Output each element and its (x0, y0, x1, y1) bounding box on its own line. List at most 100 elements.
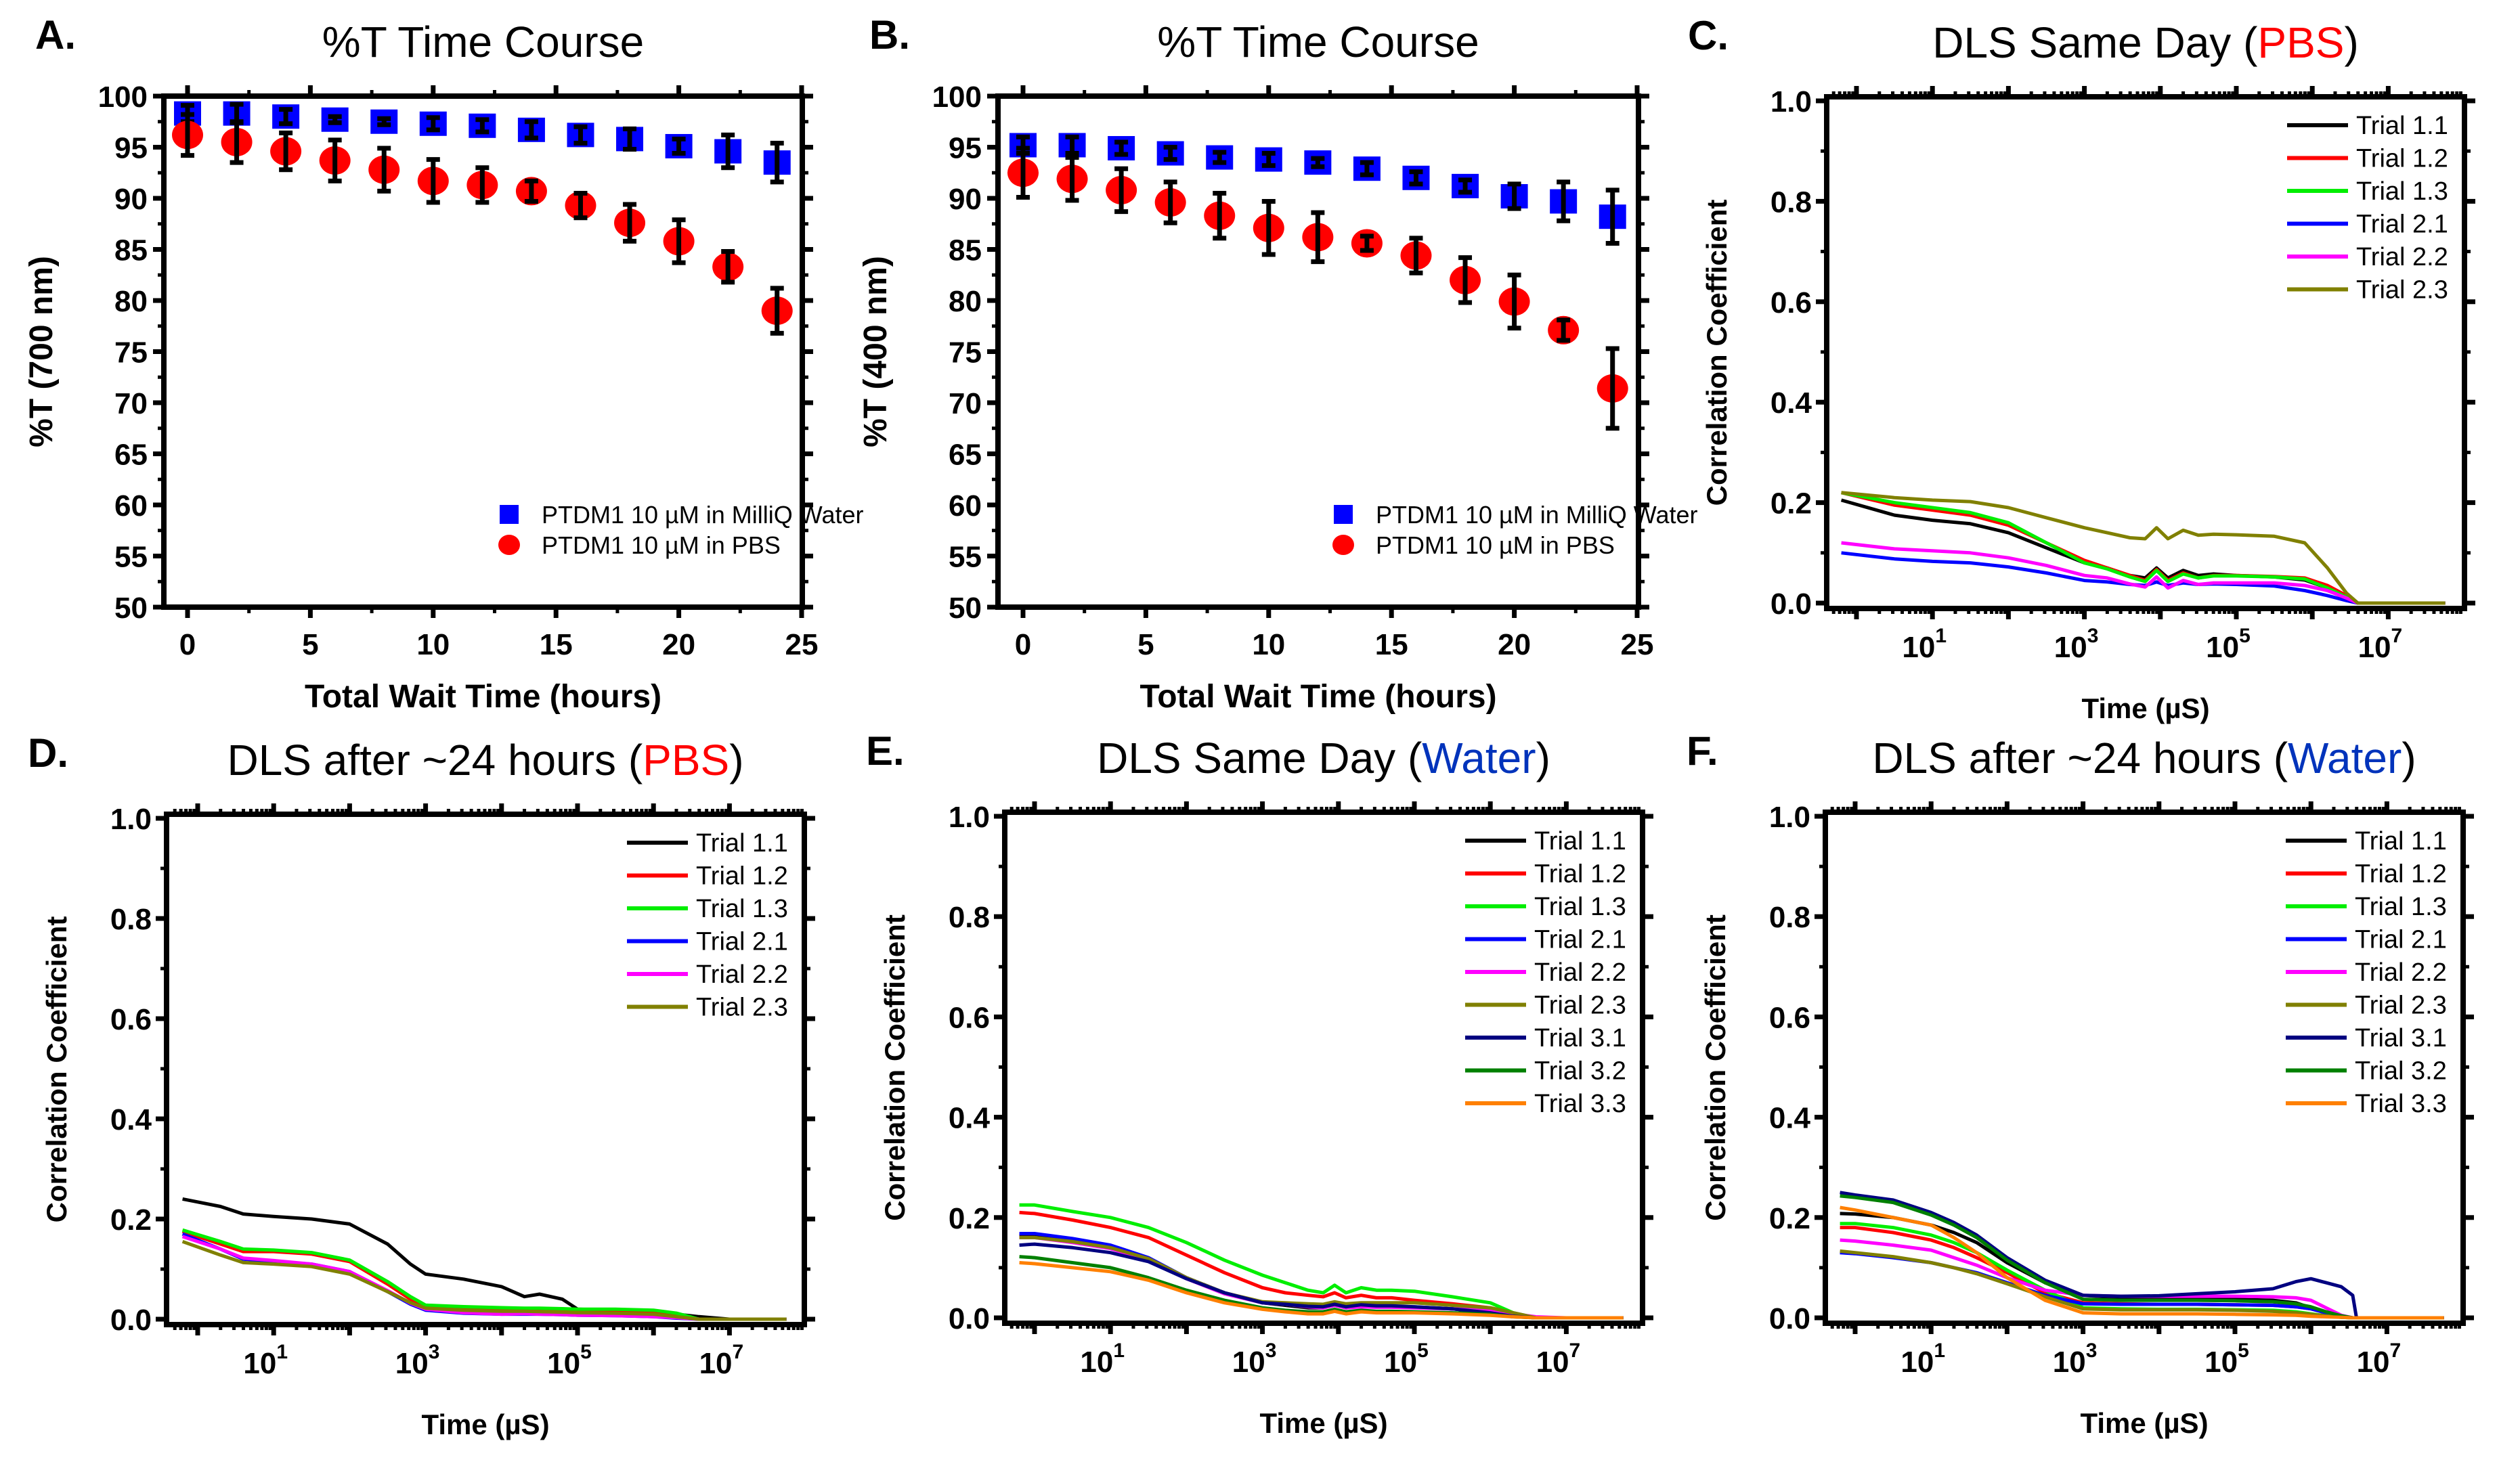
y-tick-label: 0.8 (110, 903, 152, 936)
y-tick-label: 1.0 (1769, 801, 1810, 834)
panel-f: F. DLS after ~24 hours (Water)101 103 105 10… (1687, 728, 2474, 1439)
y-tick-label: 100 (98, 81, 148, 114)
legend-label: Trial 3.3 (1534, 1090, 1626, 1118)
tick-base: 10 (395, 1347, 429, 1380)
legend-label: Trial 2.1 (2356, 211, 2448, 239)
x-tick-label: 107 (2358, 625, 2403, 664)
y-tick-label: 55 (949, 541, 982, 574)
tick-base: 10 (1232, 1346, 1265, 1379)
y-tick-label: 0.4 (110, 1103, 152, 1136)
y-tick-label: 0.0 (110, 1304, 152, 1337)
chart-title: %T Time Course (322, 18, 644, 66)
tick-exponent: 5 (2238, 1339, 2249, 1362)
x-tick-label: 103 (395, 1341, 440, 1380)
tick-base: 10 (2053, 1346, 2086, 1379)
x-tick-label: 105 (2206, 625, 2251, 664)
chart-title: DLS after ~24 hours (Water) (1872, 734, 2416, 782)
x-tick-label: 105 (2204, 1339, 2249, 1379)
tick-base: 10 (243, 1347, 276, 1380)
tick-exponent: 1 (1113, 1339, 1125, 1362)
legend-label: Trial 2.1 (2355, 926, 2447, 954)
tick-base: 10 (2054, 631, 2087, 664)
legend-label: PTDM1 10 µM in PBS (1376, 531, 1615, 559)
x-tick-label: 25 (1621, 628, 1654, 661)
legend-label: Trial 2.1 (1534, 926, 1626, 954)
y-tick-label: 85 (114, 234, 148, 267)
x-tick-label: 15 (1375, 628, 1408, 661)
panel-letter: E. (866, 728, 905, 774)
y-tick-label: 65 (949, 439, 982, 472)
legend-label: Trial 2.2 (1534, 958, 1626, 987)
legend-label: Trial 1.2 (1534, 860, 1626, 889)
tick-exponent: 7 (2391, 625, 2403, 647)
y-tick-label: 95 (949, 132, 982, 165)
x-axis-label: Time (µS) (2081, 692, 2209, 724)
title-suffix: ) (2402, 734, 2416, 782)
title-highlight: PBS (2257, 18, 2344, 67)
tick-exponent: 5 (2239, 625, 2251, 647)
y-tick-label: 0.0 (1770, 588, 1812, 621)
y-tick-label: 50 (114, 592, 148, 625)
tick-base: 10 (2204, 1346, 2238, 1379)
tick-base: 10 (547, 1347, 580, 1380)
y-axis-label: Correlation Coefficient (879, 914, 911, 1221)
y-tick-label: 0.6 (1769, 1001, 1810, 1034)
panel-letter: C. (1688, 13, 1729, 58)
x-tick-label: 105 (547, 1341, 592, 1380)
tick-base: 10 (1902, 631, 1935, 664)
y-tick-label: 60 (114, 489, 148, 523)
legend-label: Trial 1.3 (696, 895, 788, 923)
tick-exponent: 7 (1569, 1339, 1581, 1362)
x-tick-label: 103 (1232, 1339, 1277, 1379)
series-water (1009, 133, 1626, 246)
x-tick-label: 0 (1015, 628, 1031, 661)
series-line-trial-1-3 (1841, 491, 2446, 605)
x-tick-label: 107 (699, 1341, 744, 1380)
chart-title: DLS Same Day (PBS) (1932, 18, 2359, 67)
y-tick-label: 80 (114, 285, 148, 318)
y-tick-label: 0.2 (1770, 487, 1812, 520)
legend-label: Trial 3.1 (1534, 1024, 1626, 1053)
legend-label: PTDM1 10 µM in PBS (542, 531, 781, 559)
series-water (174, 101, 791, 185)
x-tick-label: 25 (785, 628, 819, 661)
x-tick-label: 105 (1384, 1339, 1429, 1379)
series-line-trial-2-3 (1019, 1235, 1624, 1320)
y-tick-label: 0.8 (1770, 185, 1812, 219)
x-tick-label: 103 (2053, 1339, 2098, 1379)
tick-exponent: 1 (1935, 625, 1947, 647)
y-tick-label: 75 (949, 336, 982, 370)
y-tick-label: 1.0 (110, 803, 152, 836)
title-prefix: DLS Same Day ( (1097, 734, 1422, 782)
y-tick-label: 65 (114, 439, 148, 472)
tick-base: 10 (1536, 1346, 1569, 1379)
tick-exponent: 5 (1417, 1339, 1429, 1362)
y-tick-label: 100 (932, 81, 982, 114)
y-tick-label: 0.4 (1770, 386, 1812, 420)
x-axis-label: Time (µS) (421, 1409, 549, 1440)
x-tick-label: 107 (2357, 1339, 2402, 1379)
title-suffix: ) (729, 736, 743, 784)
series-line-trial-3-3 (1019, 1261, 1624, 1320)
legend-label: Trial 3.3 (2355, 1090, 2447, 1118)
legend-marker-square (500, 505, 519, 524)
y-axis-label: Correlation Coefficient (1701, 200, 1733, 506)
y-tick-label: 1.0 (1770, 85, 1812, 118)
tick-exponent: 3 (2087, 625, 2099, 647)
legend-label: Trial 2.3 (2355, 992, 2447, 1020)
x-tick-label: 103 (2054, 625, 2099, 664)
x-tick-label: 20 (662, 628, 695, 661)
legend-label: Trial 1.3 (2356, 177, 2448, 206)
tick-base: 10 (2358, 631, 2391, 664)
y-tick-label: 0.2 (110, 1203, 152, 1237)
y-tick-label: 0.6 (949, 1001, 990, 1034)
y-tick-label: 0.6 (1770, 286, 1812, 319)
panel-d: D. DLS after ~24 hours (PBS)101 103 105 1070… (28, 730, 815, 1440)
legend-marker-circle (1332, 535, 1354, 555)
legend-marker-circle (498, 535, 520, 555)
y-tick-label: 70 (114, 387, 148, 420)
x-tick-label: 101 (243, 1341, 288, 1380)
panel-b: B. %T Time Course 0 5 10 15 20 25 50 55 60 65 70 75 80… (858, 12, 1697, 715)
tick-exponent: 5 (580, 1341, 592, 1363)
